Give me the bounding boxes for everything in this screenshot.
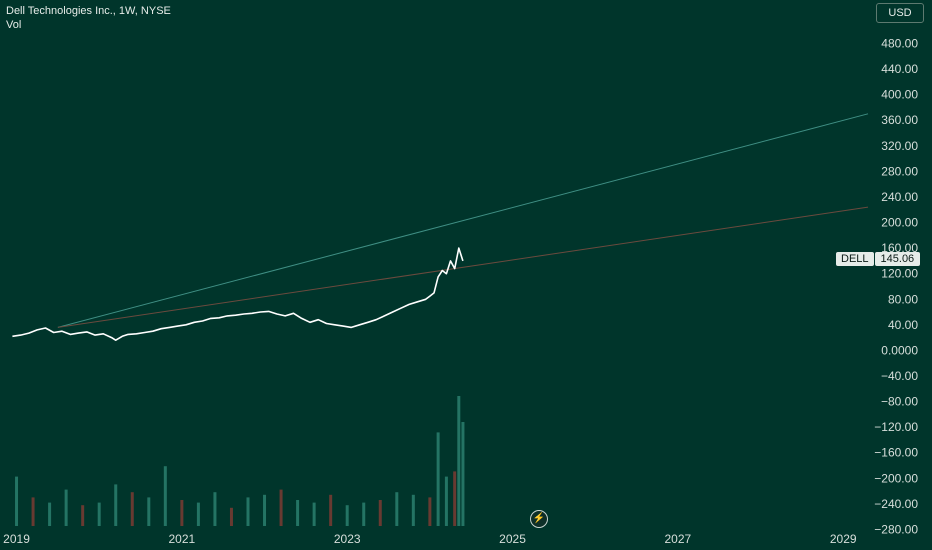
volume-bar xyxy=(31,497,35,526)
y-tick-label: 0.0000 xyxy=(881,343,918,357)
volume-bar xyxy=(457,396,461,526)
volume-bars xyxy=(15,396,465,526)
ticker-symbol: DELL xyxy=(836,252,874,266)
volume-bar xyxy=(395,492,399,526)
y-tick-label: 440.00 xyxy=(881,62,918,76)
volume-bar xyxy=(180,500,184,526)
trendlines xyxy=(57,113,869,328)
y-tick-label: 80.00 xyxy=(888,292,918,306)
x-tick-label: 2023 xyxy=(334,532,361,546)
price-series-line[interactable] xyxy=(12,247,464,341)
volume-bar xyxy=(147,497,151,526)
x-tick-label: 2027 xyxy=(665,532,692,546)
y-tick-label: 200.00 xyxy=(881,216,918,230)
y-tick-label: −280.00 xyxy=(874,522,918,536)
volume-bar xyxy=(196,502,200,526)
trendline-2[interactable] xyxy=(57,206,869,328)
ticker-price: 145.06 xyxy=(874,252,921,266)
y-tick-label: −240.00 xyxy=(874,497,918,511)
last-price-tag: DELL 145.06 xyxy=(836,252,921,266)
x-tick-label: 2021 xyxy=(169,532,196,546)
volume-bar xyxy=(378,500,382,526)
x-tick-label: 2029 xyxy=(830,532,857,546)
volume-bar xyxy=(444,476,448,526)
volume-bar xyxy=(130,492,134,526)
y-tick-label: 480.00 xyxy=(881,36,918,50)
trendline-1[interactable] xyxy=(57,113,869,328)
volume-bar xyxy=(229,507,233,526)
y-tick-label: 40.00 xyxy=(888,318,918,332)
y-tick-label: 320.00 xyxy=(881,139,918,153)
volume-bar xyxy=(411,494,415,526)
volume-bar xyxy=(263,494,267,526)
volume-bar xyxy=(213,492,217,526)
y-tick-label: 360.00 xyxy=(881,113,918,127)
y-tick-label: 120.00 xyxy=(881,267,918,281)
y-tick-label: 400.00 xyxy=(881,88,918,102)
volume-bar xyxy=(246,497,250,526)
volume-bar xyxy=(48,502,52,526)
volume-bar xyxy=(114,484,118,526)
volume-bar xyxy=(362,502,366,526)
x-tick-label: 2019 xyxy=(3,532,30,546)
price-series xyxy=(12,247,464,341)
volume-bar xyxy=(64,489,68,526)
volume-bar xyxy=(428,497,432,526)
volume-bar xyxy=(296,500,300,526)
volume-bar xyxy=(453,471,457,526)
y-tick-label: −80.00 xyxy=(881,395,918,409)
volume-bar xyxy=(97,502,101,526)
volume-bar xyxy=(345,505,349,526)
y-tick-label: 160.00 xyxy=(881,241,918,255)
y-tick-label: −200.00 xyxy=(874,471,918,485)
y-tick-label: −160.00 xyxy=(874,446,918,460)
volume-bar xyxy=(312,502,316,526)
volume-bar xyxy=(279,489,283,526)
y-axis: 520.00480.00440.00400.00360.00320.00280.… xyxy=(874,11,918,537)
x-tick-label: 2025 xyxy=(499,532,526,546)
volume-bar xyxy=(163,466,167,526)
volume-indicator-label: Vol xyxy=(6,19,22,31)
chart-title: Dell Technologies Inc., 1W, NYSE xyxy=(6,5,171,17)
volume-bar xyxy=(436,432,440,526)
lightning-icon[interactable]: ⚡ xyxy=(530,510,548,528)
volume-bar xyxy=(461,422,465,526)
chart-legend: Dell Technologies Inc., 1W, NYSE Vol xyxy=(6,4,171,32)
y-tick-label: −120.00 xyxy=(874,420,918,434)
x-axis: 2019 2021 2023 2025 2027 2029 xyxy=(3,532,857,546)
y-tick-label: 280.00 xyxy=(881,164,918,178)
volume-bar xyxy=(81,505,85,526)
y-tick-label: −40.00 xyxy=(881,369,918,383)
y-tick-label: 240.00 xyxy=(881,190,918,204)
volume-bar xyxy=(15,476,19,526)
currency-button[interactable]: USD xyxy=(876,3,924,23)
volume-bar xyxy=(329,494,333,526)
